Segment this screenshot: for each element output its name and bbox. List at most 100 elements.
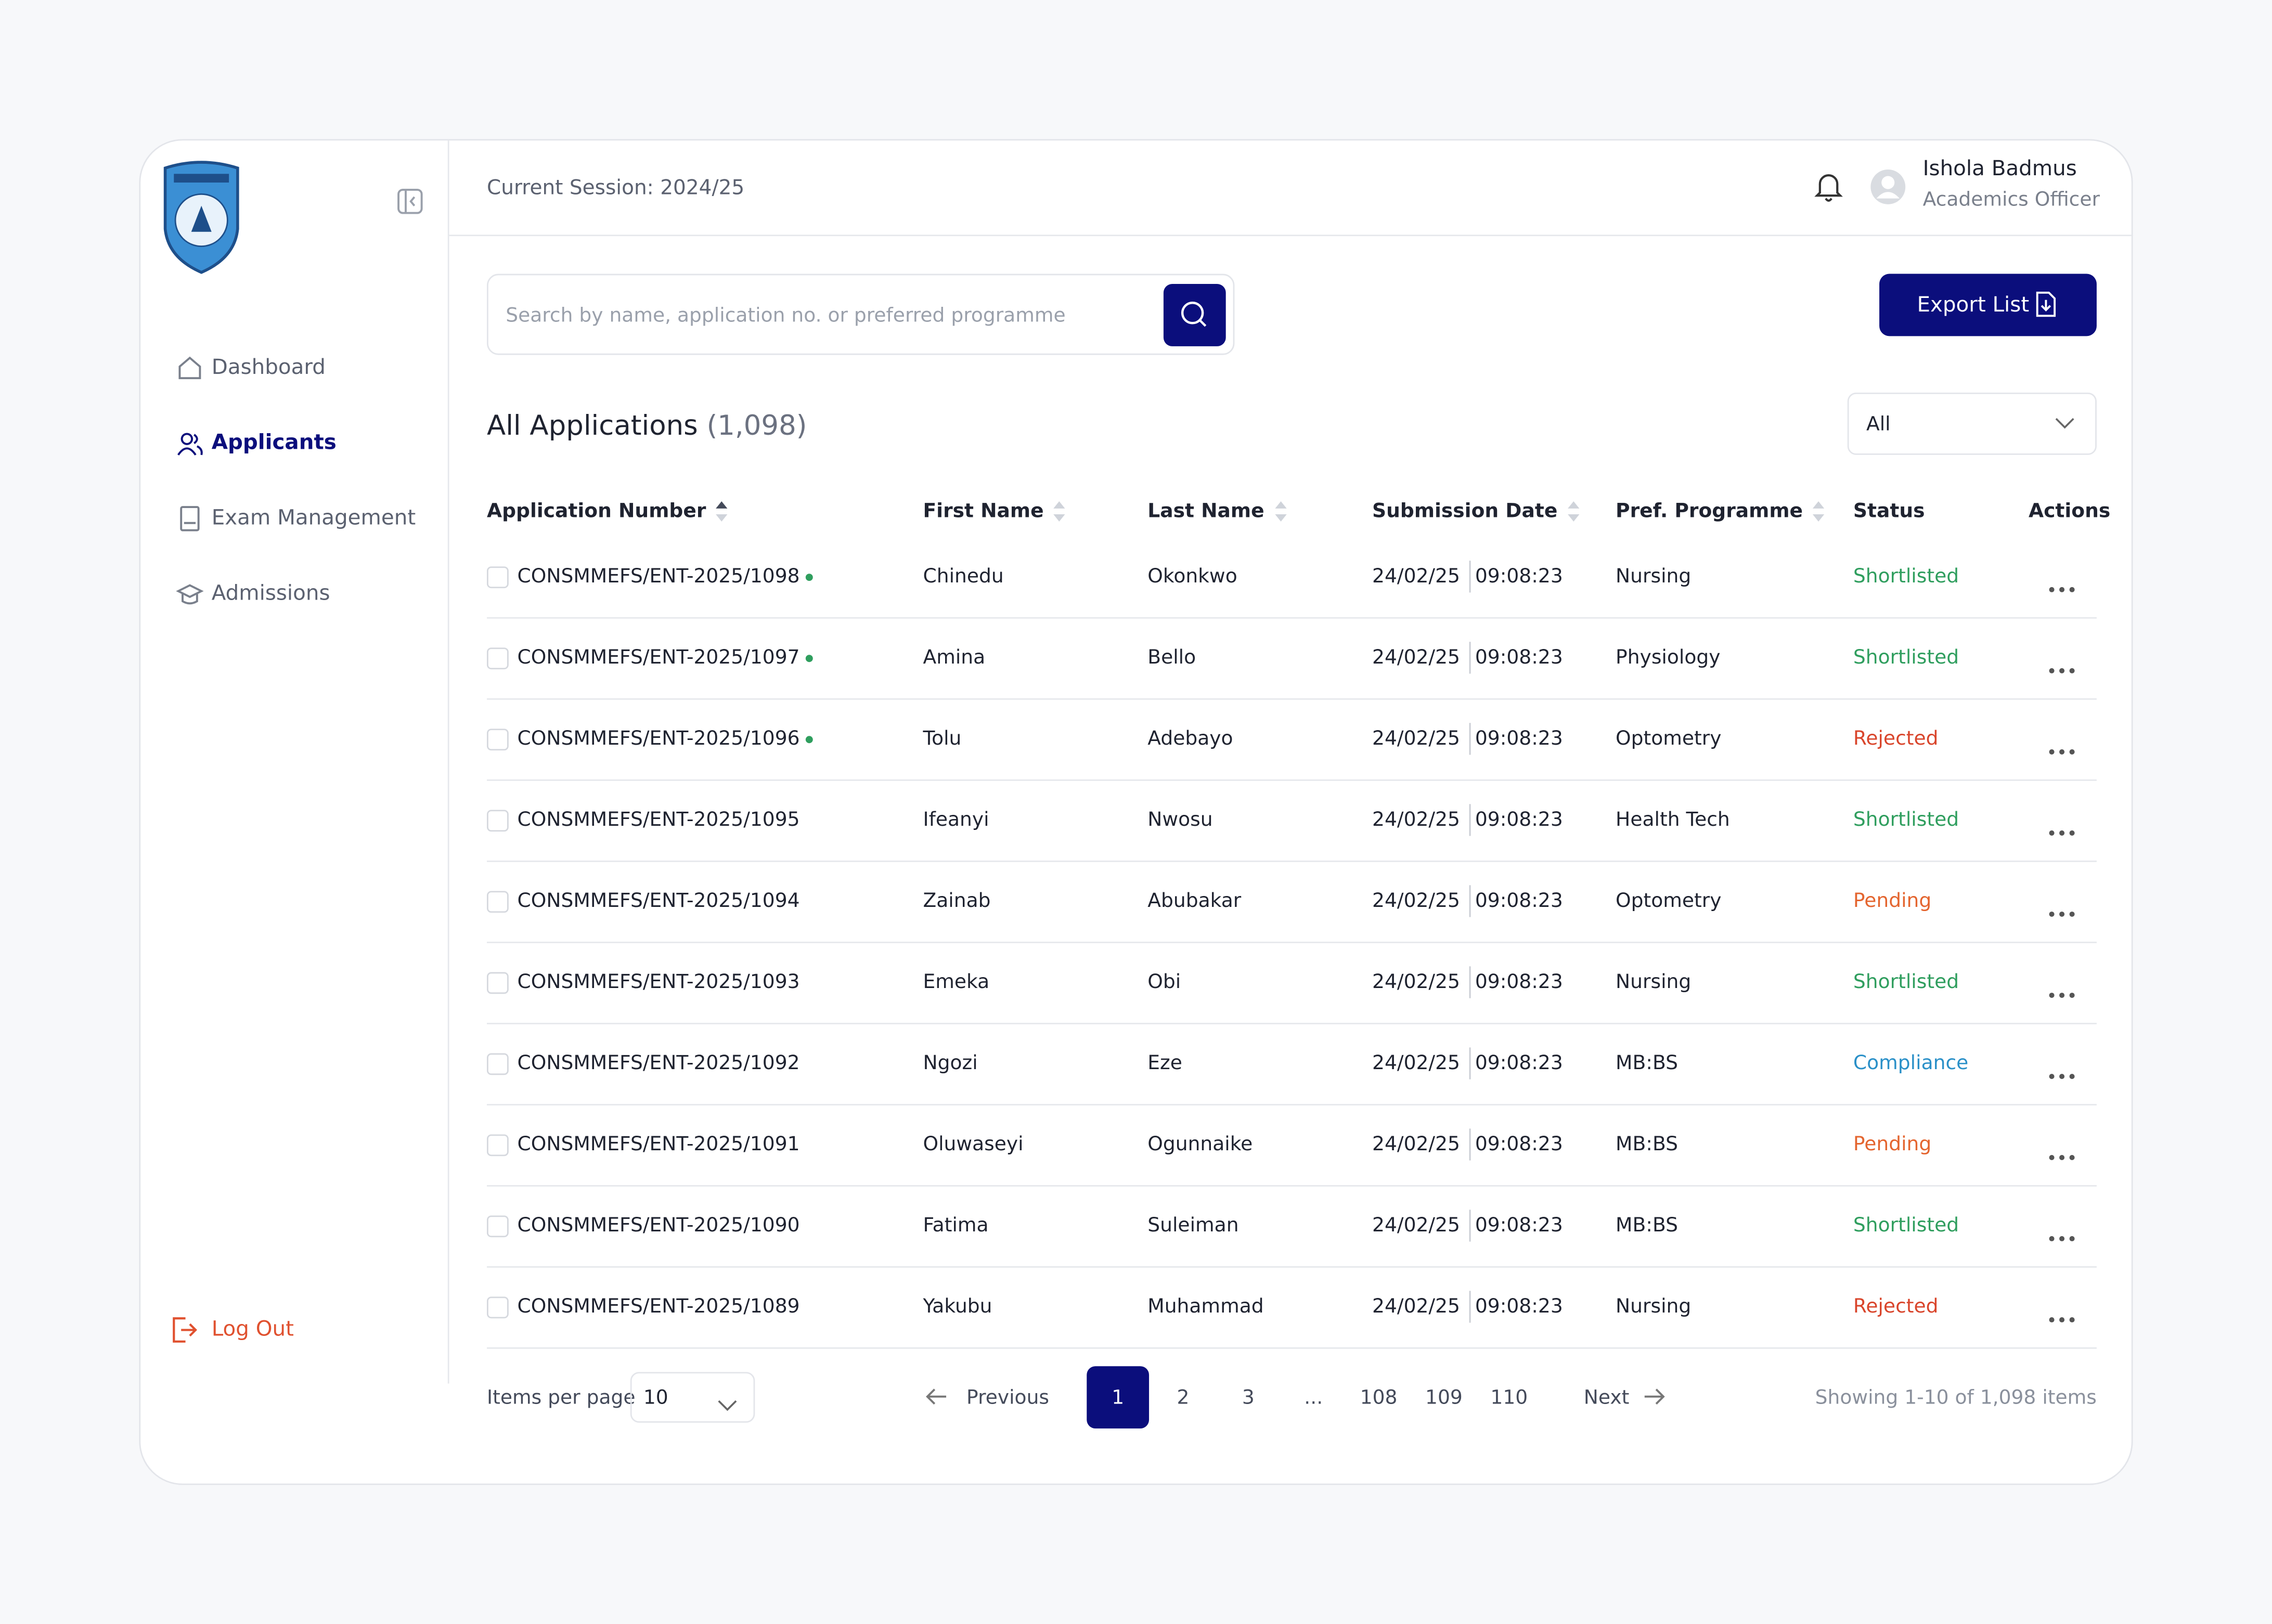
sort-icon[interactable] bbox=[1273, 500, 1287, 523]
actions-menu[interactable] bbox=[2047, 816, 2076, 836]
previous[interactable]: Previous bbox=[966, 1386, 1050, 1410]
date-separator bbox=[1469, 1291, 1471, 1323]
page-number[interactable]: ... bbox=[1304, 1386, 1323, 1410]
nav-item[interactable]: Admissions bbox=[211, 582, 330, 606]
actions-menu[interactable] bbox=[2047, 1222, 2076, 1242]
first-name: Emeka bbox=[923, 970, 990, 994]
search-box[interactable] bbox=[486, 274, 1235, 355]
first-name: Tolu bbox=[923, 727, 962, 751]
header-divider bbox=[449, 235, 2132, 237]
checkbox[interactable] bbox=[486, 647, 509, 670]
new-dot bbox=[805, 574, 813, 581]
nav-icon[interactable] bbox=[177, 355, 203, 381]
last-name: Adebayo bbox=[1147, 727, 1233, 751]
first-name: Chinedu bbox=[923, 565, 1004, 589]
sort-icon[interactable] bbox=[715, 500, 729, 523]
logout[interactable]: Log Out bbox=[211, 1318, 294, 1342]
bell-icon[interactable] bbox=[1814, 171, 1843, 203]
checkbox[interactable] bbox=[486, 1296, 509, 1319]
time: 09:08:23 bbox=[1475, 727, 1563, 751]
page-number[interactable]: 110 bbox=[1490, 1386, 1528, 1410]
status: Shortlisted bbox=[1853, 808, 1959, 832]
first-name: Oluwaseyi bbox=[923, 1133, 1024, 1157]
column-header[interactable]: Submission Date bbox=[1372, 500, 1558, 523]
per-page-select[interactable] bbox=[630, 1372, 755, 1423]
checkbox[interactable] bbox=[486, 1215, 509, 1238]
time: 09:08:23 bbox=[1475, 565, 1563, 589]
column-header[interactable]: Last Name bbox=[1147, 500, 1264, 523]
summary: Showing 1-10 of 1,098 items bbox=[1815, 1386, 2097, 1410]
nav-item[interactable]: Exam Management bbox=[211, 507, 416, 530]
last-name: Obi bbox=[1147, 970, 1181, 994]
search-button[interactable] bbox=[1163, 284, 1226, 346]
last-name: Okonkwo bbox=[1147, 565, 1237, 589]
new-dot bbox=[805, 736, 813, 744]
page-number[interactable]: 109 bbox=[1425, 1386, 1463, 1410]
programme: Health Tech bbox=[1616, 808, 1730, 832]
actions-menu[interactable] bbox=[2047, 978, 2076, 998]
checkbox[interactable] bbox=[486, 729, 509, 751]
actions-menu[interactable] bbox=[2047, 1303, 2076, 1323]
checkbox[interactable] bbox=[486, 810, 509, 832]
time: 09:08:23 bbox=[1475, 1133, 1563, 1157]
status: Shortlisted bbox=[1853, 1214, 1959, 1238]
checkbox[interactable] bbox=[486, 891, 509, 913]
sort-icon[interactable] bbox=[1812, 500, 1826, 523]
date-separator bbox=[1469, 804, 1471, 836]
per-page-label: Items per page bbox=[486, 1386, 636, 1410]
last-name: Nwosu bbox=[1147, 808, 1213, 832]
actions-menu[interactable] bbox=[2047, 1059, 2076, 1080]
page-number[interactable]: 2 bbox=[1177, 1386, 1190, 1410]
page-number[interactable]: 3 bbox=[1242, 1386, 1255, 1410]
next[interactable]: Next bbox=[1583, 1386, 1630, 1410]
checkbox[interactable] bbox=[486, 566, 509, 589]
actions-menu[interactable] bbox=[2047, 735, 2076, 755]
sort-icon[interactable] bbox=[1052, 500, 1067, 523]
nav-icon[interactable] bbox=[176, 581, 204, 607]
application-number: CONSMMEFS/ENT-2025/1096 bbox=[517, 727, 800, 751]
collapse-icon[interactable] bbox=[397, 188, 423, 214]
last-name: Bello bbox=[1147, 646, 1196, 670]
nav-item[interactable]: Dashboard bbox=[211, 356, 326, 380]
column-header[interactable]: Pref. Programme bbox=[1616, 500, 1803, 523]
export-label: Export List bbox=[1917, 294, 2030, 318]
export-button[interactable]: Export List bbox=[1879, 274, 2097, 336]
date-separator bbox=[1469, 966, 1471, 998]
page-number[interactable]: 1 bbox=[1112, 1386, 1125, 1410]
checkbox[interactable] bbox=[486, 972, 509, 994]
checkbox[interactable] bbox=[486, 1134, 509, 1157]
date: 24/02/25 bbox=[1372, 646, 1460, 670]
logout-icon[interactable] bbox=[170, 1316, 199, 1345]
column-header[interactable]: Application Number bbox=[486, 500, 706, 523]
nav-icon[interactable] bbox=[177, 505, 203, 531]
date: 24/02/25 bbox=[1372, 808, 1460, 832]
filter-select[interactable]: All bbox=[1847, 393, 2097, 455]
user-role: Academics Officer bbox=[1922, 188, 2100, 212]
avatar[interactable] bbox=[1869, 168, 1907, 205]
date: 24/02/25 bbox=[1372, 1214, 1460, 1238]
row-divider bbox=[486, 941, 2097, 943]
date: 24/02/25 bbox=[1372, 727, 1460, 751]
actions-menu[interactable] bbox=[2047, 1140, 2076, 1161]
column-header[interactable]: First Name bbox=[923, 500, 1044, 523]
time: 09:08:23 bbox=[1475, 1214, 1563, 1238]
status: Compliance bbox=[1853, 1051, 1969, 1075]
actions-menu[interactable] bbox=[2047, 572, 2076, 592]
row-divider bbox=[486, 698, 2097, 700]
search-placeholder: Search by name, application no. or prefe… bbox=[506, 304, 1066, 328]
nav-icon[interactable] bbox=[177, 430, 203, 456]
status: Shortlisted bbox=[1853, 565, 1959, 589]
prev-arrow[interactable] bbox=[924, 1385, 948, 1408]
next-arrow[interactable] bbox=[1643, 1385, 1667, 1408]
checkbox[interactable] bbox=[486, 1053, 509, 1075]
app-card bbox=[139, 139, 2133, 1485]
session: Current Session: 2024/25 bbox=[486, 176, 745, 200]
actions-menu[interactable] bbox=[2047, 653, 2076, 673]
last-name: Eze bbox=[1147, 1051, 1182, 1075]
actions-menu[interactable] bbox=[2047, 897, 2076, 917]
sort-icon[interactable] bbox=[1566, 500, 1581, 523]
nav-item[interactable]: Applicants bbox=[211, 432, 337, 455]
page-number[interactable]: 108 bbox=[1360, 1386, 1398, 1410]
first-name: Amina bbox=[923, 646, 986, 670]
